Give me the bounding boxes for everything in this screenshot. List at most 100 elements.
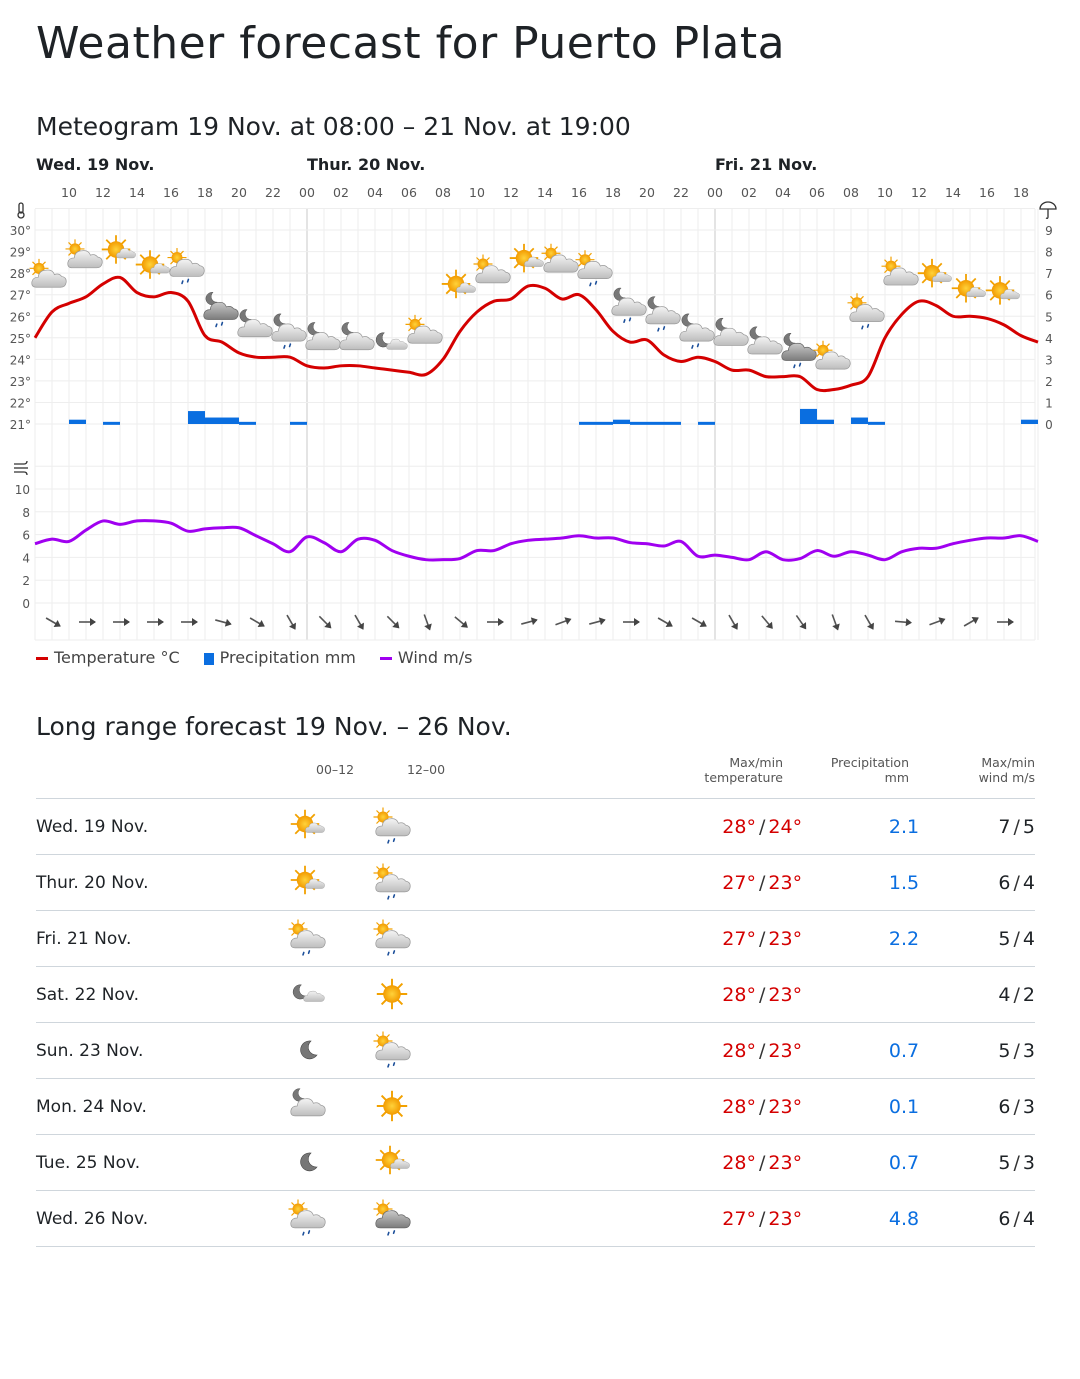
weather-symbol-rain-showers-day	[167, 247, 205, 285]
weather-symbol-fair-day	[985, 275, 1020, 306]
row-wind: 5/3	[919, 1134, 1035, 1191]
forecast-row: Tue. 25 Nov. 28°/23° 0.7 5/3	[36, 1134, 1035, 1191]
temp-tick-label: 28°	[10, 267, 31, 281]
meteogram-title: Meteogram 19 Nov. at 08:00 – 21 Nov. at …	[36, 112, 631, 141]
forecast-row: Thur. 20 Nov. 27°/23° 1.5 6/4	[36, 854, 1035, 911]
row-temperature: 28°/23°	[435, 1022, 803, 1079]
temperature-line	[33, 275, 1039, 393]
precip-tick-label: 9	[1045, 224, 1053, 238]
wind-direction-arrow	[929, 617, 946, 626]
wind-tick-label: 2	[22, 574, 30, 588]
row-wind: 4/2	[919, 966, 1035, 1023]
precip-tick-label: 2	[1045, 375, 1053, 389]
umbrella-icon	[1039, 201, 1057, 219]
hour-tick-label: 12	[503, 185, 519, 200]
precip-bar	[664, 421, 681, 425]
hour-tick-label: 06	[401, 185, 417, 200]
weather-partly-cloudy-night-icon	[290, 1088, 326, 1117]
forecast-row: Wed. 19 Nov. 28°/24° 2.1 7/5	[36, 798, 1035, 855]
weather-symbol-partly-cloudy-night	[713, 317, 749, 346]
hour-tick-label: 20	[639, 185, 655, 200]
row-temperature: 27°/23°	[435, 854, 803, 911]
temp-max: 28°	[722, 1095, 756, 1118]
hour-tick-label: 16	[571, 185, 587, 200]
row-precipitation: 2.1	[802, 798, 920, 855]
row-precipitation: 0.7	[802, 1134, 920, 1191]
hour-tick-label: 14	[129, 185, 145, 200]
hour-tick-label: 18	[605, 185, 621, 200]
icon-cell-12-00	[349, 910, 436, 967]
wind-direction-arrow	[555, 617, 572, 626]
row-temperature: 27°/23°	[435, 1190, 803, 1247]
wind-direction-arrow	[354, 614, 364, 630]
precip-tick-label: 7	[1045, 267, 1053, 281]
icon-cell-00-12	[264, 1022, 350, 1079]
temp-tick-label: 30°	[10, 224, 31, 238]
weather-rain-showers-day-icon	[373, 919, 412, 956]
weather-symbol-fair-day	[951, 273, 986, 304]
temp-max: 28°	[722, 1039, 756, 1062]
day-label: Wed. 19 Nov.	[36, 155, 154, 174]
temp-min: 23°	[768, 1207, 803, 1230]
row-temperature: 28°/23°	[435, 966, 803, 1023]
weather-symbol-partly-cloudy-day	[405, 314, 443, 344]
temp-tick-label: 21°	[10, 418, 31, 432]
wind-min: 2	[1022, 983, 1035, 1006]
wind-direction-arrow	[864, 614, 874, 630]
hour-tick-label: 08	[435, 185, 451, 200]
legend-precipitation-label: Precipitation mm	[219, 648, 356, 667]
row-temperature: 28°/23°	[435, 1078, 803, 1135]
precip-bar	[817, 419, 834, 424]
row-temperature: 28°/24°	[435, 798, 803, 855]
header-wind-line1: Max/min	[981, 755, 1035, 770]
icon-cell-12-00	[349, 1078, 436, 1135]
row-wind: 6/4	[919, 1190, 1035, 1247]
temp-max: 27°	[722, 871, 756, 894]
hour-tick-label: 18	[197, 185, 213, 200]
weather-rain-showers-day-icon	[373, 1031, 412, 1068]
legend-precipitation: Precipitation mm	[203, 648, 356, 667]
wind-direction-arrow	[728, 614, 738, 630]
weather-symbol-rain-showers-night	[611, 287, 647, 324]
precip-tick-label: 8	[1045, 246, 1053, 260]
hour-tick-label: 02	[741, 185, 757, 200]
precip-tick-label: 1	[1045, 396, 1053, 410]
temp-tick-label: 24°	[10, 353, 31, 367]
legend-temperature-label: Temperature °C	[54, 648, 180, 667]
precip-bar	[868, 421, 885, 425]
weather-symbol-rain-showers-night	[679, 313, 715, 349]
wind-direction-arrow	[997, 618, 1014, 626]
precip-bar	[579, 421, 596, 425]
wind-direction-arrow	[589, 617, 606, 626]
wind-direction-arrow	[113, 618, 130, 626]
icon-cell-00-12	[264, 798, 350, 855]
row-wind: 5/4	[919, 910, 1035, 967]
hour-tick-label: 16	[979, 185, 995, 200]
temp-max: 27°	[722, 1207, 756, 1230]
weather-clear-night-icon	[300, 1040, 318, 1060]
legend-temperature: Temperature °C	[36, 648, 180, 667]
hour-tick-label: 02	[333, 185, 349, 200]
weather-symbol-partly-cloudy-day	[881, 256, 919, 286]
wind-direction-arrow	[657, 617, 673, 627]
wind-icon	[14, 460, 28, 476]
page-title: Weather forecast for Puerto Plata	[36, 18, 786, 69]
wind-direction-arrow	[795, 614, 807, 630]
weather-symbol-rain-showers-night	[271, 313, 307, 349]
row-precipitation: 4.8	[802, 1190, 920, 1247]
precip-bar	[596, 421, 613, 425]
header-precipitation: Precipitation mm	[831, 755, 909, 785]
header-precipitation-line1: Precipitation	[830, 755, 909, 770]
wind-max: 7	[998, 815, 1011, 838]
weather-fair-day-icon	[290, 865, 326, 895]
wind-direction-arrow	[623, 618, 640, 626]
precip-bar	[698, 421, 715, 425]
wind-tick-label: 10	[15, 483, 30, 497]
weather-symbol-partly-cloudy-day	[65, 238, 103, 269]
precip-bar	[188, 411, 205, 424]
wind-direction-arrow	[147, 618, 164, 626]
long-range-table: Wed. 19 Nov. 28°/24° 2.1 7/5 Thur. 20 Nov…	[36, 798, 1035, 1247]
hour-tick-label: 20	[231, 185, 247, 200]
temp-min: 23°	[768, 871, 803, 894]
header-temperature-line2: temperature	[704, 770, 783, 785]
